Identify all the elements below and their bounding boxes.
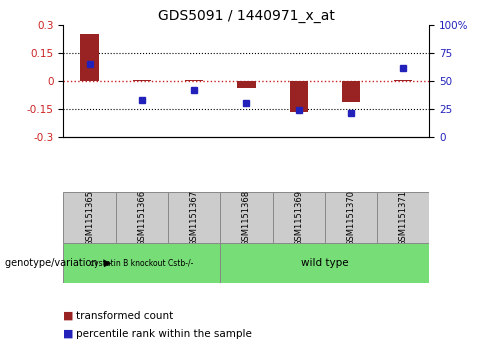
Bar <box>133 79 151 81</box>
Text: GSM1151371: GSM1151371 <box>399 190 408 246</box>
Text: GSM1151365: GSM1151365 <box>85 190 94 246</box>
Text: GSM1151368: GSM1151368 <box>242 190 251 246</box>
Bar <box>63 192 116 243</box>
Text: GSM1151370: GSM1151370 <box>346 190 356 246</box>
Text: percentile rank within the sample: percentile rank within the sample <box>76 329 251 339</box>
Bar <box>394 80 412 81</box>
Text: GSM1151367: GSM1151367 <box>190 190 199 246</box>
Bar <box>237 81 256 88</box>
Text: ■: ■ <box>63 311 74 321</box>
Bar <box>342 81 360 102</box>
Text: ■: ■ <box>63 329 74 339</box>
Bar <box>185 79 203 81</box>
Bar <box>273 192 325 243</box>
Bar <box>81 34 99 81</box>
Title: GDS5091 / 1440971_x_at: GDS5091 / 1440971_x_at <box>158 9 335 23</box>
Bar <box>220 192 273 243</box>
Bar <box>168 192 220 243</box>
Bar <box>220 243 429 283</box>
Bar <box>63 243 220 283</box>
Text: cystatin B knockout Cstb-/-: cystatin B knockout Cstb-/- <box>90 259 194 268</box>
Bar <box>116 192 168 243</box>
Text: transformed count: transformed count <box>76 311 173 321</box>
Text: genotype/variation  ▶: genotype/variation ▶ <box>5 258 111 268</box>
Bar <box>289 81 308 112</box>
Bar <box>377 192 429 243</box>
Text: GSM1151366: GSM1151366 <box>137 190 146 246</box>
Text: GSM1151369: GSM1151369 <box>294 190 303 246</box>
Bar <box>325 192 377 243</box>
Text: wild type: wild type <box>301 258 349 268</box>
